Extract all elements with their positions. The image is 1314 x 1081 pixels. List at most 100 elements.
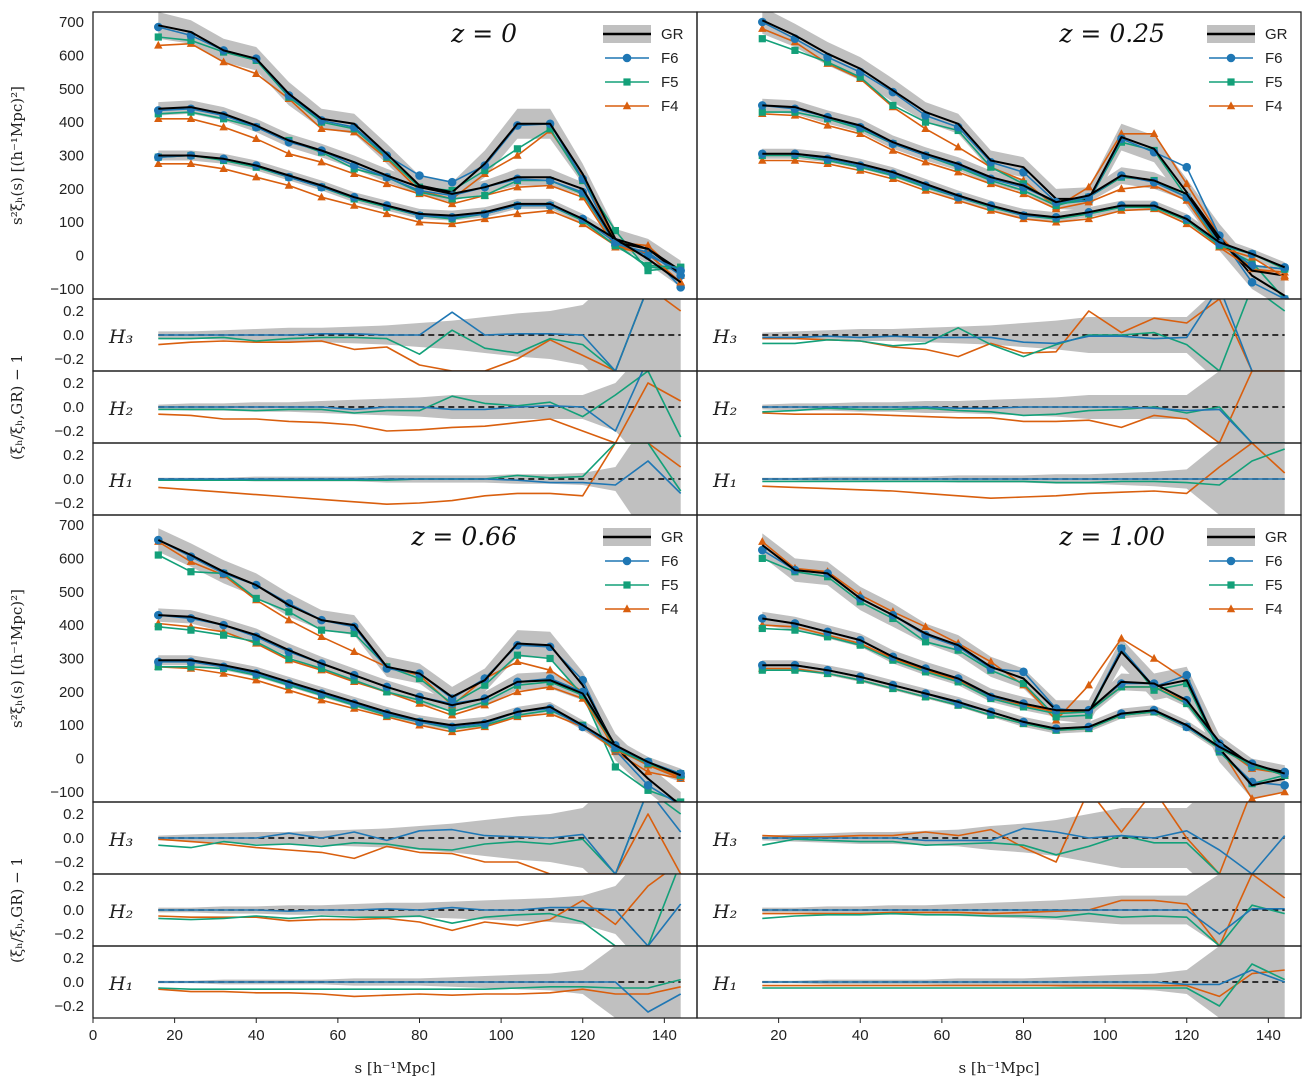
x-tick-label: 40 [852,1027,869,1044]
gr-band-H3 [762,12,1285,299]
ratio-panel-H1: H₁ −0.2 0.0 0.2 [54,945,698,1019]
ratio-label: H₂ [712,901,737,923]
ratio-line-F6 [158,371,644,432]
marker-F6 [1019,667,1028,677]
marker-F4 [513,150,522,159]
main-panel [757,533,1289,802]
marker-F6 [676,266,685,275]
y-tick-label: 0.2 [63,303,84,320]
marker-F5 [187,568,195,576]
marker-F6 [643,781,653,790]
ratio-line-F6 [762,969,1285,986]
legend-item-GR: GR [603,25,684,43]
y-tick-label: −0.2 [54,854,84,871]
marker-F4 [1247,794,1257,802]
x-axis-label: s [h⁻¹Mpc] [354,1059,435,1077]
ratio-panel-H2: H₂ [696,370,1302,444]
ratio-plot-area [762,299,1286,371]
y-tick-label: 300 [59,148,84,165]
marker-F5 [758,35,766,43]
ratio-line-F6 [158,299,645,371]
legend-marker [622,53,632,63]
marker-F4 [823,120,832,129]
marker-F4 [1182,179,1191,188]
marker-F5 [187,36,195,44]
marker-F4 [154,40,163,49]
marker-F4 [1084,182,1093,191]
marker-F4 [219,668,228,677]
main-panel [757,12,1289,299]
y-tick-label: 0.0 [63,471,84,488]
marker-F4 [856,129,865,138]
marker-F4 [317,124,326,133]
ratio-line-F4 [158,299,682,371]
ratio-label: H₁ [712,470,737,492]
legend-marker [1227,78,1235,86]
legend-marker [1226,556,1236,566]
marker-F4 [382,179,392,188]
marker-F5 [219,631,228,639]
y-tick-label: 100 [59,214,84,231]
y-tick-label: 400 [59,617,84,634]
marker-F5 [823,633,832,641]
series-line-GR [762,664,1285,775]
y-axis-label-main: s²ξₕ(s) [(h⁻¹Mpc)²] [8,86,26,225]
ratio-panel-H3: H₃ −0.2 0.0 0.2 [54,298,698,372]
legend-label: F5 [1265,74,1283,91]
marker-F5 [1019,679,1028,688]
series-line-GR [158,154,682,284]
legend-item-F6: F6 [605,553,679,570]
redshift-label: z = 1.00 [1058,522,1165,551]
marker-F5 [758,624,766,633]
ratio-panel-H1: H₁ [696,442,1302,516]
ratio-plot-area [158,874,682,946]
y-tick-label: 0.0 [63,974,84,991]
legend-label: F4 [661,601,679,618]
marker-F4 [513,182,522,191]
y-tick-label: 0 [76,248,84,265]
legend-item-F5: F5 [1209,74,1283,91]
gr-band-H3 [158,12,681,281]
gr-band-H2 [762,611,1285,779]
y-axis-label-ratio: (ξₕ/ξₕ,GR) − 1 [8,857,26,963]
legend-item-F6: F6 [1209,553,1283,570]
y-tick-label: −100 [50,784,84,801]
marker-F5 [611,763,619,771]
group-H3 [757,537,1289,802]
legend-marker [1226,101,1236,110]
legend-label: F5 [661,577,679,594]
x-tick-label: 20 [166,1027,183,1044]
legend: GR F6 F5 F4 [1207,25,1288,115]
ratio-plot-area [158,802,682,874]
marker-F4 [513,687,522,696]
marker-F4 [986,657,996,666]
marker-F4 [643,241,653,249]
marker-F6 [284,91,294,100]
marker-F4 [317,632,326,641]
ratio-panel-H1: H₁ −0.2 0.0 0.2 [54,442,698,516]
x-tick-label: 60 [330,1027,347,1044]
x-tick-label: 20 [770,1027,787,1044]
group-H1 [757,149,1289,281]
ratio-line-F4 [158,382,682,443]
y-tick-label: 0 [76,751,84,768]
ratio-line-F6 [762,827,1286,874]
marker-F6 [1182,162,1192,172]
marker-F4 [545,682,555,691]
marker-F4 [1117,633,1126,642]
marker-F5 [154,33,162,41]
ratio-label: H₃ [108,829,133,851]
marker-F4 [317,695,326,704]
ratio-line-F5 [762,448,1285,486]
main-panel [153,528,685,802]
series-line-GR [761,19,1286,297]
y-tick-label: 0.0 [63,327,84,344]
marker-F4 [513,657,522,666]
legend: GR F6 F5 F4 [603,528,684,618]
marker-F4 [284,615,294,624]
marker-F4 [1280,787,1289,796]
y-tick-label: −100 [50,281,84,298]
block-2: z = 0.25 GR F6 F5 F4 H₃ H₂ H₁ [696,11,1302,516]
series-line-F4 [158,118,682,283]
